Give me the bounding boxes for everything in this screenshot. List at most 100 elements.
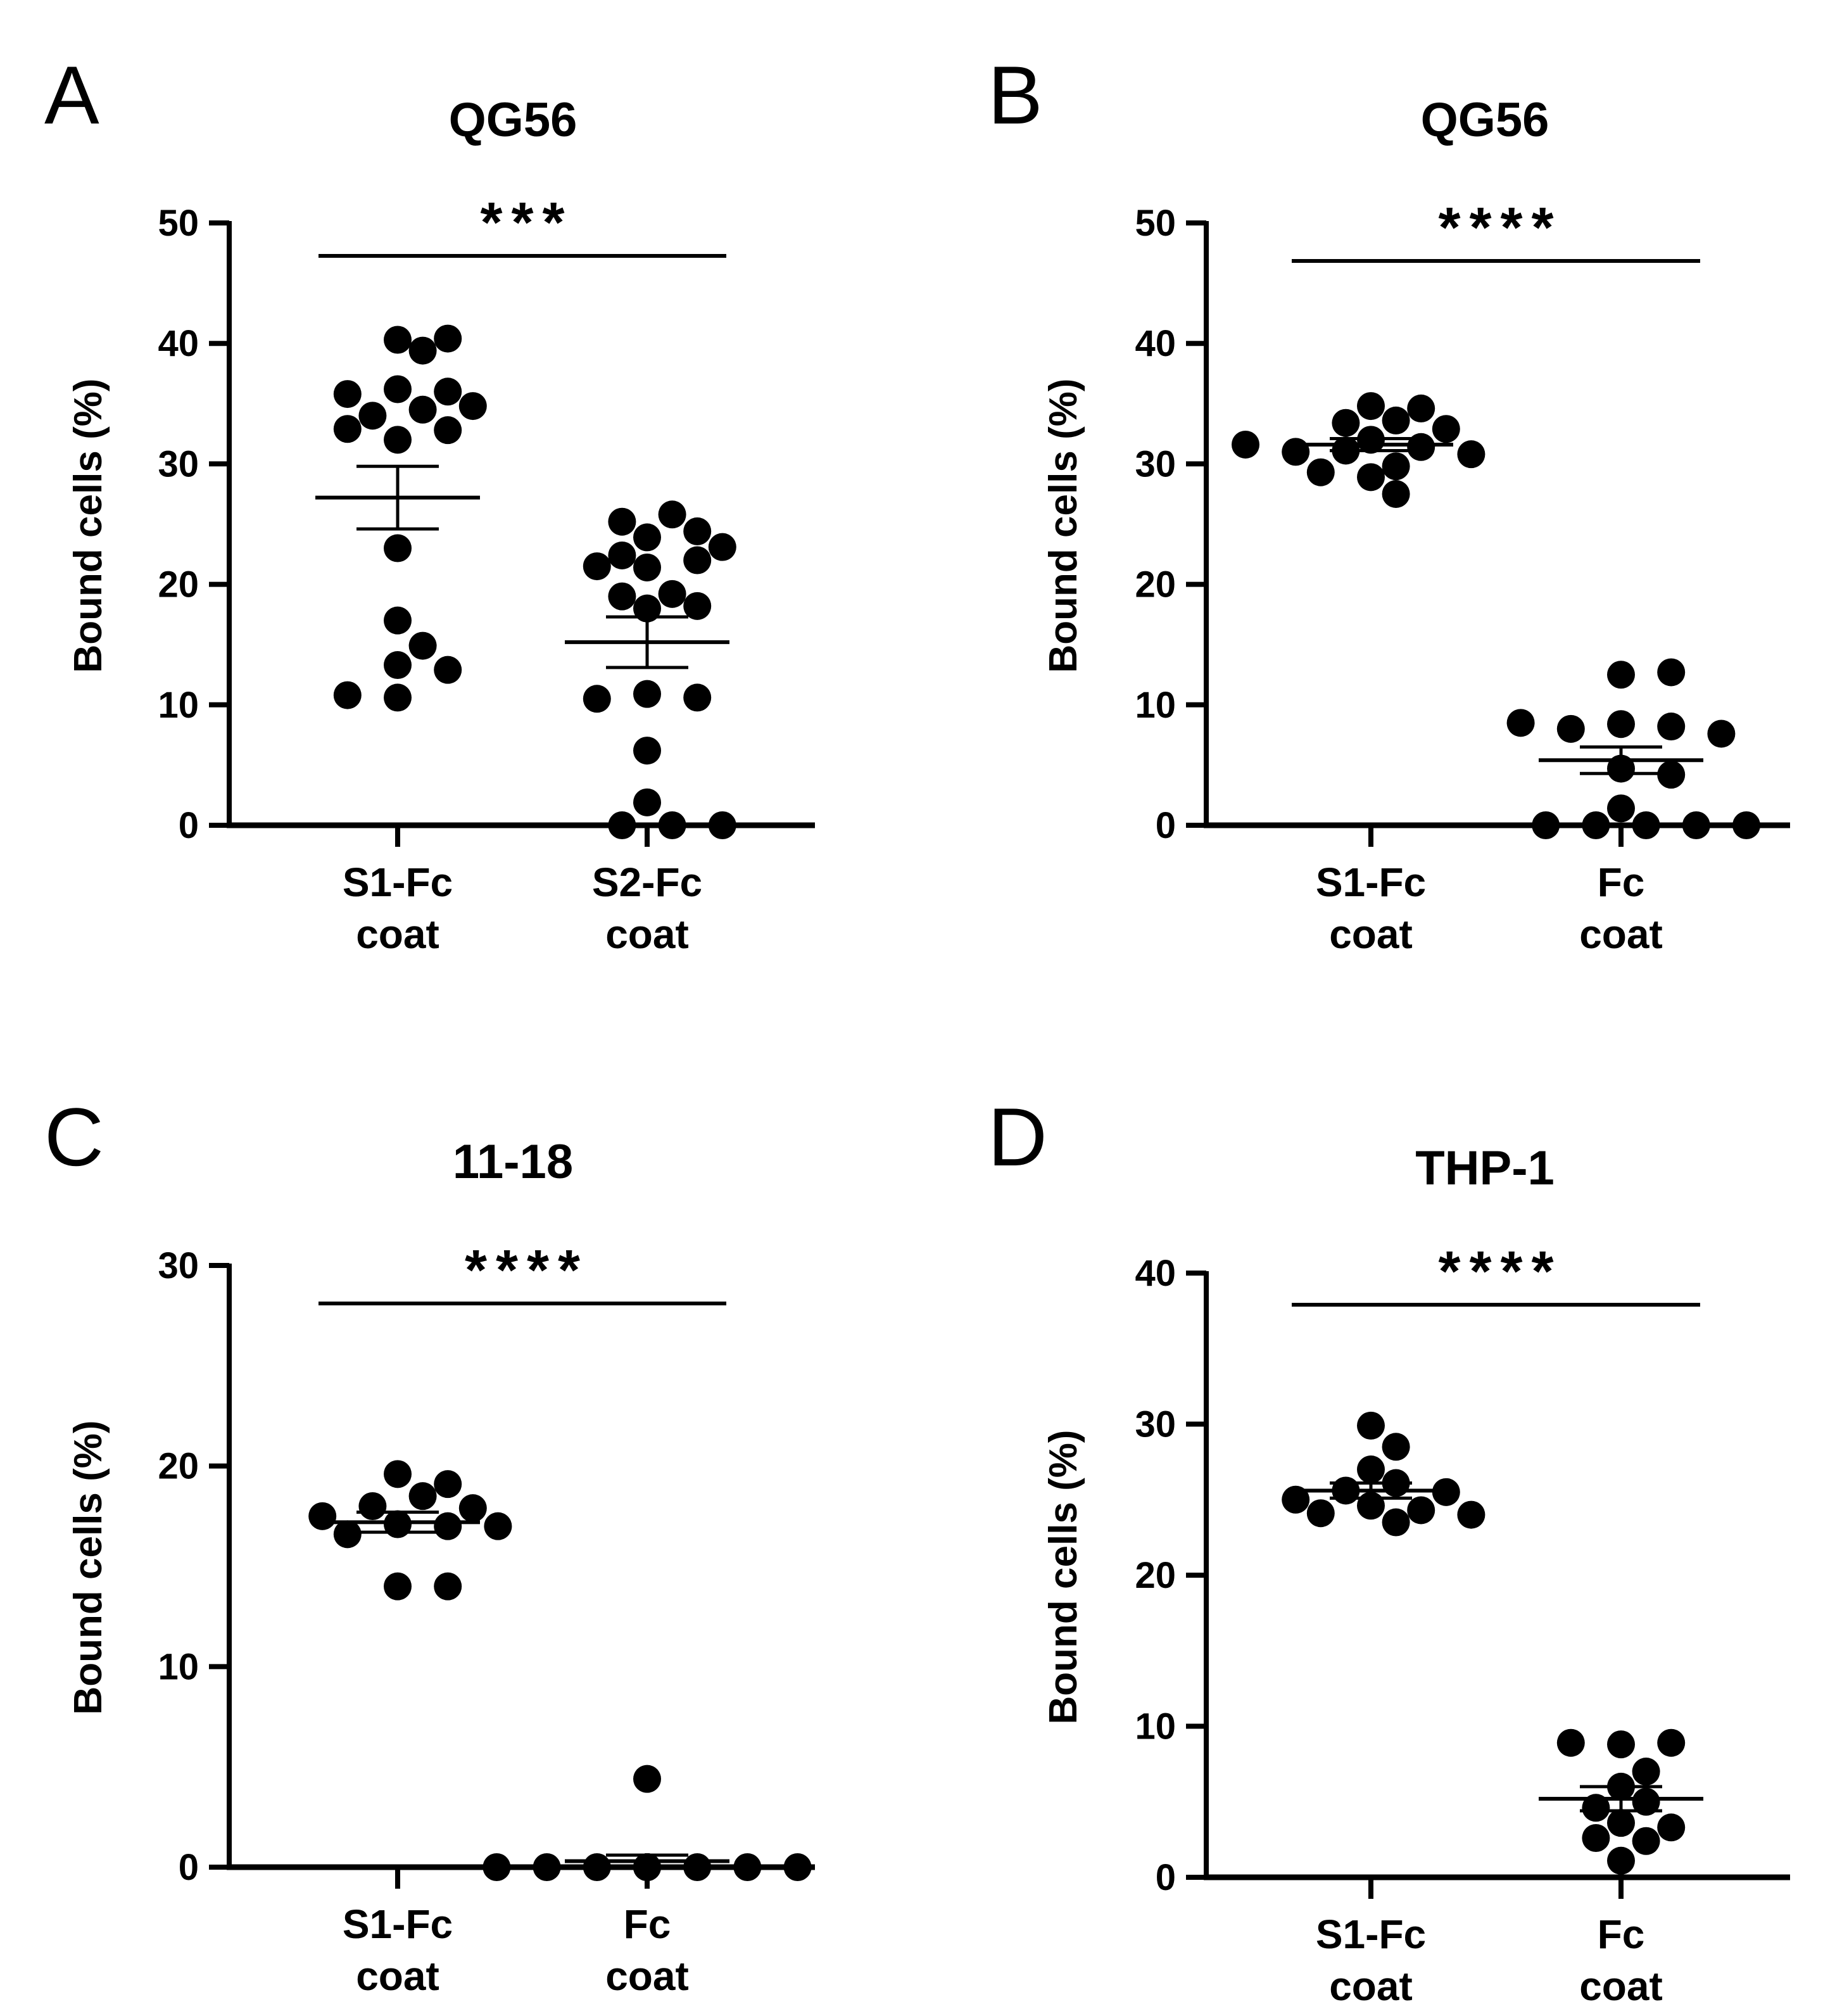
data-point bbox=[1657, 713, 1686, 741]
data-point bbox=[1657, 658, 1686, 687]
series-1 bbox=[308, 1460, 512, 1601]
significance-label: **** bbox=[465, 1239, 589, 1302]
data-point bbox=[384, 326, 412, 354]
data-point bbox=[1382, 479, 1410, 508]
data-point bbox=[608, 507, 636, 536]
y-tick-label: 40 bbox=[1135, 1253, 1176, 1294]
data-point bbox=[1457, 1500, 1486, 1529]
data-point bbox=[408, 1482, 437, 1511]
chart-title: QG56 bbox=[1421, 93, 1549, 147]
x-tick-label: coat bbox=[1579, 911, 1663, 957]
x-tick-label: coat bbox=[1329, 1963, 1413, 2009]
data-point bbox=[483, 1853, 511, 1881]
significance-label: *** bbox=[480, 191, 573, 255]
y-tick-label: 30 bbox=[158, 1245, 199, 1286]
data-point bbox=[1556, 1728, 1585, 1757]
data-point bbox=[1382, 406, 1410, 434]
y-tick-label: 30 bbox=[1135, 1404, 1176, 1445]
data-point bbox=[1532, 811, 1560, 839]
panel-letter: D bbox=[988, 1091, 1047, 1183]
y-tick-label: 30 bbox=[158, 443, 199, 485]
data-point bbox=[384, 534, 412, 562]
data-point bbox=[1407, 1496, 1435, 1525]
data-point bbox=[458, 392, 487, 421]
x-tick-label: S2-Fc bbox=[592, 859, 702, 905]
data-point bbox=[384, 651, 412, 680]
data-point bbox=[384, 426, 412, 454]
data-point bbox=[333, 415, 362, 443]
data-point bbox=[1382, 1433, 1410, 1461]
data-point bbox=[434, 377, 462, 406]
y-axis-label: Bound cells (%) bbox=[66, 1420, 110, 1715]
data-point bbox=[384, 683, 412, 712]
y-tick-label: 20 bbox=[158, 1446, 199, 1487]
data-point bbox=[683, 546, 712, 574]
data-point bbox=[408, 395, 437, 424]
series-2 bbox=[565, 500, 736, 839]
data-point bbox=[1357, 1411, 1385, 1440]
x-tick-label: coat bbox=[1329, 911, 1413, 957]
y-axis-label: Bound cells (%) bbox=[1042, 1430, 1085, 1724]
data-point bbox=[358, 1492, 387, 1520]
x-tick-label: coat bbox=[605, 911, 689, 957]
chart-title: THP-1 bbox=[1415, 1141, 1555, 1195]
data-point bbox=[1657, 761, 1686, 789]
data-point bbox=[434, 1512, 462, 1540]
data-point bbox=[633, 1765, 661, 1793]
data-point bbox=[1407, 433, 1435, 461]
data-point bbox=[408, 336, 437, 365]
y-tick-label: 40 bbox=[1135, 323, 1176, 364]
x-tick-label: coat bbox=[356, 911, 439, 957]
chart-title: QG56 bbox=[449, 93, 577, 147]
x-tick-label: coat bbox=[605, 1953, 689, 1999]
data-point bbox=[333, 681, 362, 709]
significance-label: **** bbox=[1438, 196, 1562, 260]
data-point bbox=[1632, 1758, 1660, 1786]
data-point bbox=[1582, 1794, 1610, 1822]
data-point bbox=[1682, 811, 1710, 839]
data-point bbox=[608, 582, 636, 611]
data-point bbox=[1632, 1787, 1660, 1816]
data-point bbox=[1332, 409, 1360, 437]
y-tick-label: 20 bbox=[1135, 564, 1176, 605]
x-tick-label: S1-Fc bbox=[1316, 1911, 1426, 1957]
data-point bbox=[1582, 1823, 1610, 1852]
y-tick-label: 0 bbox=[179, 1847, 199, 1888]
data-point bbox=[1457, 440, 1486, 469]
data-point bbox=[1657, 1728, 1686, 1757]
data-point bbox=[708, 811, 736, 839]
y-tick-label: 40 bbox=[158, 323, 199, 364]
data-point bbox=[1382, 452, 1410, 481]
y-tick-label: 0 bbox=[179, 805, 199, 846]
chart-title: 11-18 bbox=[453, 1135, 573, 1189]
data-point bbox=[333, 1520, 362, 1549]
data-point bbox=[658, 811, 686, 839]
data-point bbox=[633, 737, 661, 765]
data-point bbox=[1282, 1485, 1310, 1514]
data-point bbox=[633, 553, 661, 581]
data-point bbox=[583, 685, 611, 713]
data-point bbox=[1506, 709, 1535, 737]
x-tick-label: Fc bbox=[1598, 859, 1645, 905]
y-tick-label: 20 bbox=[158, 564, 199, 605]
data-point bbox=[1432, 415, 1460, 443]
x-tick-label: coat bbox=[1579, 1963, 1663, 2009]
data-point bbox=[434, 1470, 462, 1499]
data-point bbox=[1232, 430, 1259, 459]
data-point bbox=[1357, 392, 1385, 421]
panel-letter: B bbox=[988, 49, 1043, 141]
data-point bbox=[683, 517, 712, 545]
y-axis-label: Bound cells (%) bbox=[1042, 378, 1085, 673]
data-point bbox=[633, 523, 661, 552]
data-point bbox=[1657, 1813, 1686, 1842]
data-point bbox=[408, 631, 437, 660]
series-2 bbox=[483, 1765, 812, 1881]
significance-label: **** bbox=[1438, 1240, 1562, 1303]
x-tick-label: Fc bbox=[1598, 1911, 1645, 1957]
series-2 bbox=[1506, 658, 1760, 839]
data-point bbox=[434, 416, 462, 445]
data-point bbox=[1306, 1499, 1335, 1528]
data-point bbox=[608, 541, 636, 569]
data-point bbox=[434, 656, 462, 684]
data-point bbox=[384, 1460, 412, 1488]
